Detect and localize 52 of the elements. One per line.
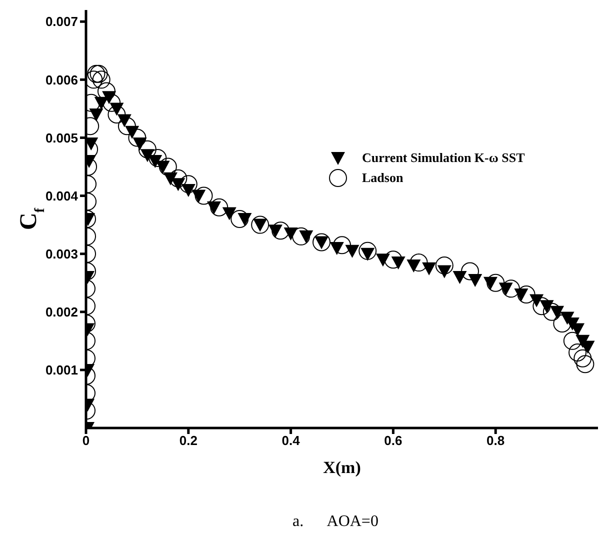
point: [358, 242, 377, 260]
point: [148, 149, 167, 168]
point: [92, 70, 110, 89]
x-tick-label: 0.4: [282, 433, 301, 448]
y-tick-label: 0.001: [45, 362, 78, 378]
point: [461, 262, 479, 280]
point: [542, 302, 561, 321]
point: [502, 280, 520, 298]
point: [553, 314, 572, 332]
point: [97, 82, 116, 100]
point: [194, 186, 213, 205]
point: [210, 198, 228, 216]
legend-label: Ladson: [362, 170, 404, 186]
y-tick-label: 0.003: [45, 246, 78, 262]
point: [86, 70, 103, 89]
point: [230, 210, 249, 228]
point: [138, 140, 156, 158]
point: [410, 254, 428, 272]
point: [118, 117, 136, 136]
point: [532, 297, 551, 316]
text: a. AOA=0: [292, 513, 380, 531]
point: [568, 344, 587, 362]
x-axis-title: X(m): [323, 458, 361, 477]
point: [169, 169, 188, 188]
point: [179, 175, 198, 194]
point: [333, 236, 351, 254]
x-tick-label: 0.8: [486, 433, 505, 448]
point: [222, 207, 236, 220]
point: [128, 128, 146, 147]
point: [517, 285, 536, 304]
y-tick-label: 0.007: [45, 14, 78, 30]
point: [486, 274, 505, 292]
point: [435, 256, 454, 274]
y-tick-label: 0.006: [45, 72, 78, 88]
x-tick-label: 0.6: [384, 433, 402, 448]
point: [452, 271, 467, 284]
point: [158, 158, 177, 176]
y-tick-label: 0.004: [45, 188, 79, 204]
legend-label: Current Simulation K-ω SST: [362, 150, 525, 166]
x-tick-label: 0.2: [179, 433, 198, 448]
point: [384, 250, 402, 269]
point: [563, 332, 582, 350]
x-tick-label: 0: [82, 433, 90, 448]
point: [345, 244, 360, 258]
y-tick-label: 0.002: [45, 304, 78, 320]
point: [422, 262, 436, 276]
point: [574, 349, 592, 368]
point: [292, 227, 310, 246]
point: [108, 106, 126, 124]
y-tick-label: 0.005: [45, 130, 78, 146]
point: [272, 222, 290, 240]
point: [576, 355, 594, 374]
